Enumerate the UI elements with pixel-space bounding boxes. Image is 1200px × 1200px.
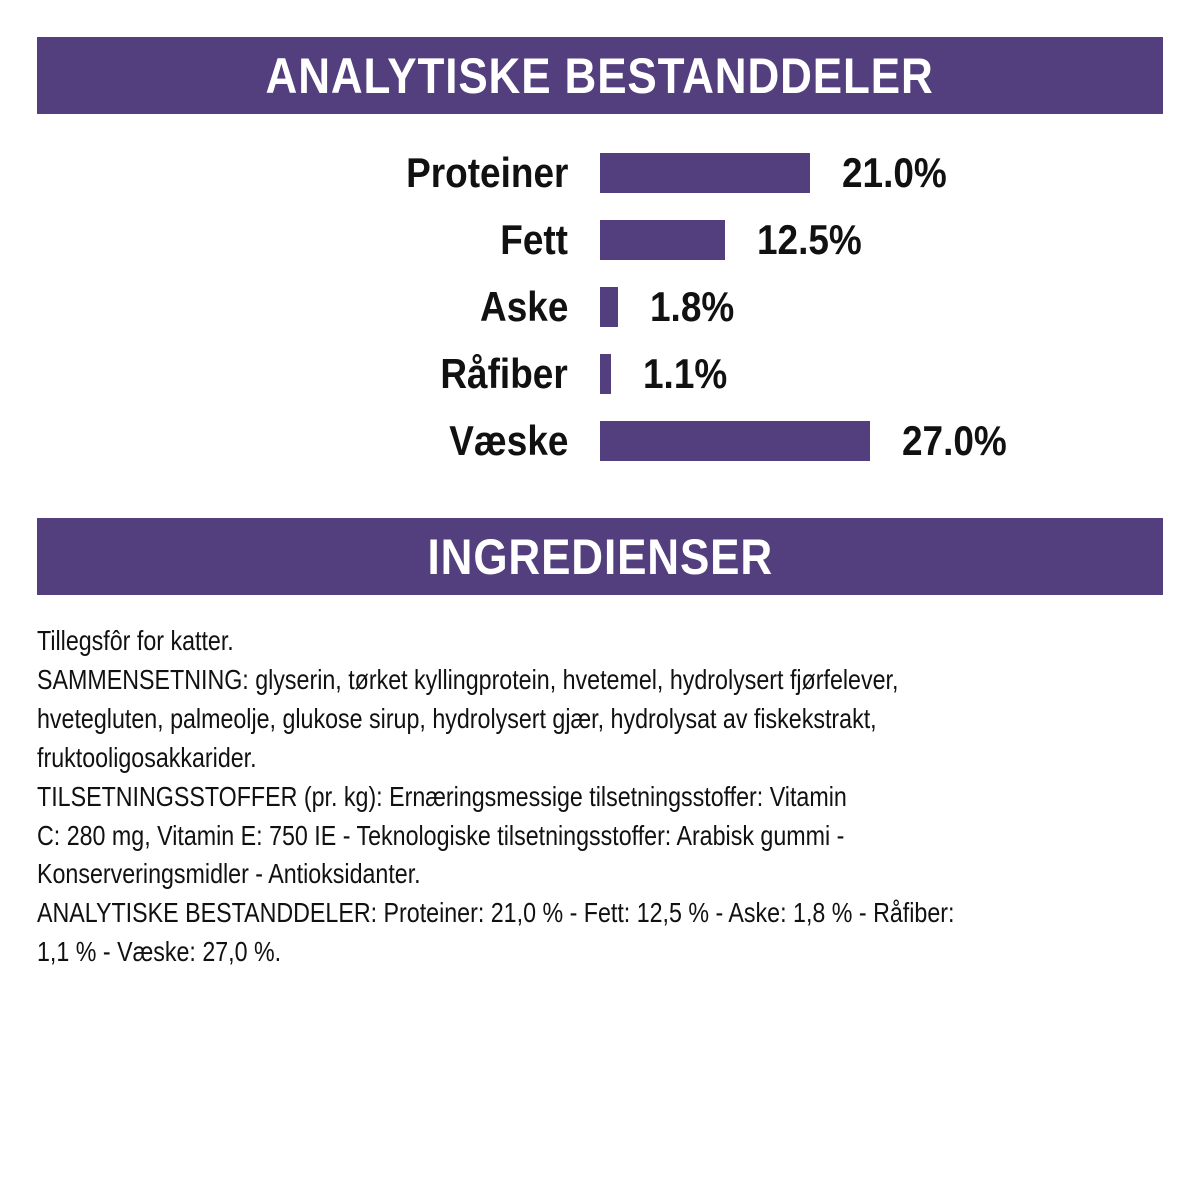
bar-row: Råfiber 1.1% <box>0 350 1200 397</box>
ingredients-line: hvetegluten, palmeolje, glukose sirup, h… <box>37 702 877 734</box>
category-label: Fett <box>500 216 568 263</box>
analytical-header: ANALYTISKE BESTANDDELER <box>37 37 1163 114</box>
analytical-bar-chart: Proteiner 21.0% Fett 12.5% Aske 1.8% Råfiber 1.… <box>0 140 1200 480</box>
category-label: Aske <box>479 283 568 330</box>
value-label: 1.1% <box>643 350 728 397</box>
value-label: 27.0% <box>902 417 1007 464</box>
category-label: Råfiber <box>440 350 568 397</box>
value-label: 21.0% <box>842 149 947 196</box>
ingredients-line: C: 280 mg, Vitamin E: 750 IE - Teknologi… <box>37 819 845 851</box>
bar-row: Proteiner 21.0% <box>0 149 1200 196</box>
ingredients-text: Tillegsfôr for katter. SAMMENSETNING: gl… <box>37 622 1116 972</box>
value-label: 12.5% <box>757 216 862 263</box>
bar <box>600 220 725 260</box>
ingredients-line: TILSETNINGSSTOFFER (pr. kg): Ernæringsme… <box>37 780 847 812</box>
bar-row: Væske 27.0% <box>0 417 1200 464</box>
analytical-title: ANALYTISKE BESTANDDELER <box>265 47 935 104</box>
bar-row: Fett 12.5% <box>0 216 1200 263</box>
bar <box>600 287 618 327</box>
ingredients-title: INGREDIENSER <box>427 528 773 585</box>
bar <box>600 421 870 461</box>
ingredients-line: Tillegsfôr for katter. <box>37 625 234 656</box>
bar <box>600 153 810 193</box>
bar <box>600 354 611 394</box>
category-label: Væske <box>448 417 568 464</box>
ingredients-header: INGREDIENSER <box>37 518 1163 595</box>
ingredients-line: SAMMENSETNING: glyserin, tørket kyllingp… <box>37 663 899 695</box>
ingredients-line: ANALYTISKE BESTANDDELER: Proteiner: 21,0… <box>37 897 955 929</box>
bar-row: Aske 1.8% <box>0 283 1200 330</box>
category-label: Proteiner <box>405 149 568 196</box>
ingredients-line: Konserveringsmidler - Antioksidanter. <box>37 858 421 890</box>
ingredients-line: 1,1 % - Væske: 27,0 %. <box>37 936 282 968</box>
ingredients-line: fruktooligosakkarider. <box>37 741 257 773</box>
value-label: 1.8% <box>650 283 735 330</box>
